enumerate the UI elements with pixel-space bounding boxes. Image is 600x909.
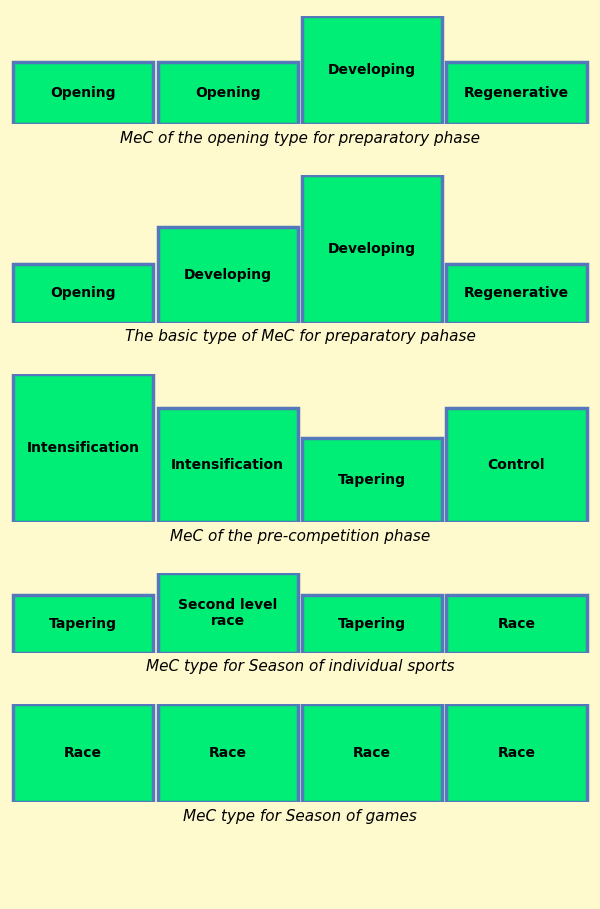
Text: Opening: Opening [50, 286, 116, 300]
Text: Race: Race [497, 746, 535, 760]
FancyBboxPatch shape [158, 704, 298, 802]
Text: Intensification: Intensification [26, 441, 140, 455]
Text: Race: Race [353, 746, 391, 760]
Text: Regenerative: Regenerative [464, 86, 569, 100]
Text: MeC type for Season of games: MeC type for Season of games [183, 808, 417, 824]
FancyBboxPatch shape [158, 63, 298, 124]
Text: Second level
race: Second level race [178, 598, 277, 628]
Text: Tapering: Tapering [338, 473, 406, 487]
FancyBboxPatch shape [302, 175, 442, 323]
FancyBboxPatch shape [446, 704, 587, 802]
FancyBboxPatch shape [158, 408, 298, 522]
FancyBboxPatch shape [13, 63, 153, 124]
Text: Tapering: Tapering [49, 617, 117, 631]
Text: The basic type of MeC for preparatory pahase: The basic type of MeC for preparatory pa… [125, 329, 475, 345]
Text: Developing: Developing [184, 268, 272, 282]
FancyBboxPatch shape [13, 595, 153, 653]
FancyBboxPatch shape [446, 408, 587, 522]
FancyBboxPatch shape [446, 595, 587, 653]
Text: Race: Race [497, 617, 535, 631]
FancyBboxPatch shape [302, 595, 442, 653]
FancyBboxPatch shape [446, 63, 587, 124]
Text: Developing: Developing [328, 242, 416, 256]
FancyBboxPatch shape [158, 227, 298, 323]
FancyBboxPatch shape [302, 704, 442, 802]
Text: Control: Control [488, 458, 545, 472]
FancyBboxPatch shape [13, 264, 153, 323]
Text: Race: Race [64, 746, 102, 760]
FancyBboxPatch shape [446, 264, 587, 323]
FancyBboxPatch shape [158, 573, 298, 653]
FancyBboxPatch shape [13, 704, 153, 802]
Text: MeC of the opening type for preparatory phase: MeC of the opening type for preparatory … [120, 131, 480, 145]
Text: Developing: Developing [328, 63, 416, 77]
Text: MeC of the pre-competition phase: MeC of the pre-competition phase [170, 528, 430, 544]
FancyBboxPatch shape [13, 374, 153, 522]
Text: Opening: Opening [195, 86, 260, 100]
Text: Race: Race [209, 746, 247, 760]
FancyBboxPatch shape [302, 16, 442, 124]
Text: Tapering: Tapering [338, 617, 406, 631]
Text: MeC type for Season of individual sports: MeC type for Season of individual sports [146, 660, 454, 674]
Text: Regenerative: Regenerative [464, 286, 569, 300]
Text: Opening: Opening [50, 86, 116, 100]
FancyBboxPatch shape [302, 437, 442, 522]
Text: Intensification: Intensification [171, 458, 284, 472]
